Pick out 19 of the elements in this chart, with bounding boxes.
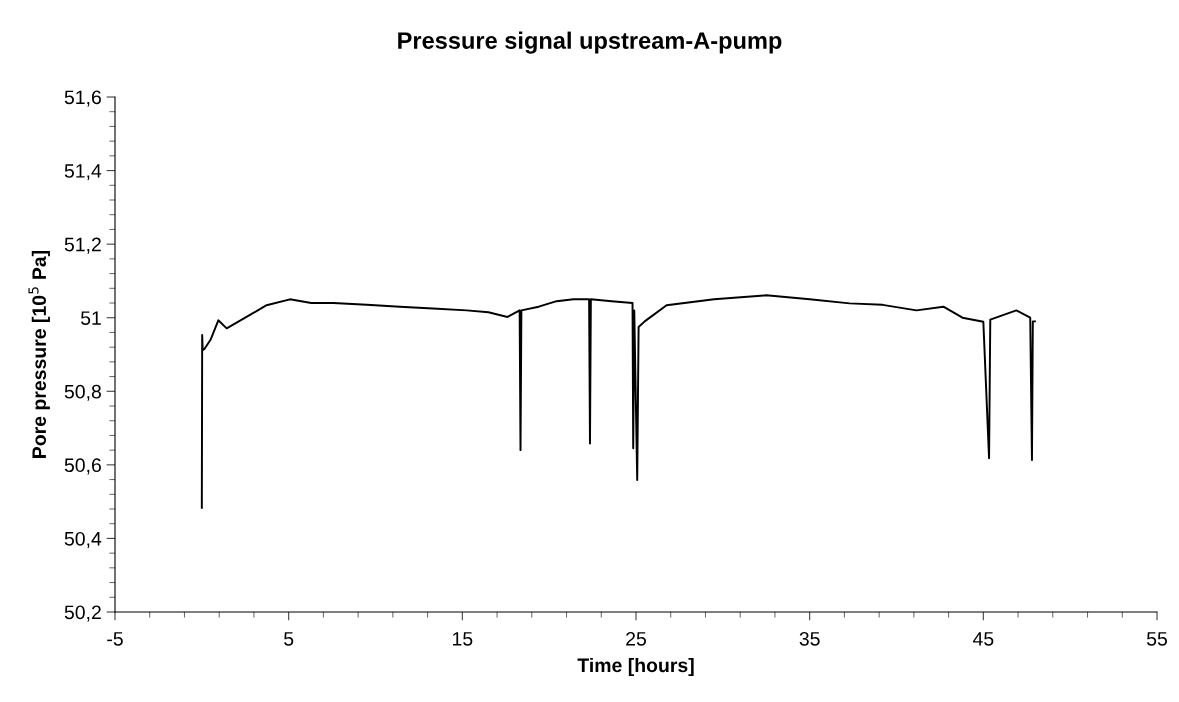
y-tick-label: 50,8 xyxy=(64,384,101,401)
x-tick-label: 5 xyxy=(284,632,294,646)
y-axis-title: Pore pressure [10$^{5}$ Pa] xyxy=(28,250,50,458)
y-tick-label: 50,4 xyxy=(64,531,102,548)
y-tick-label: 50,2 xyxy=(64,605,101,622)
y-tick-label: 51 xyxy=(80,311,101,325)
y-tick-label: 51,6 xyxy=(64,90,101,107)
x-tick-label: 45 xyxy=(972,632,994,646)
chart-title: Pressure signal upstream-A-pump xyxy=(398,31,782,54)
x-tick-label: -5 xyxy=(107,632,123,646)
x-tick-label: 15 xyxy=(453,632,473,646)
y-tick-label: 51,4 xyxy=(64,164,102,181)
x-tick-label: 25 xyxy=(626,631,646,646)
x-axis-title: Time [hours] xyxy=(577,657,694,677)
line-series xyxy=(200,294,1036,509)
x-tick-label: 55 xyxy=(1146,632,1167,646)
x-tick-label: 35 xyxy=(799,631,820,646)
y-tick-label: 50,6 xyxy=(64,458,101,475)
y-tick-label: 51,2 xyxy=(64,237,101,254)
